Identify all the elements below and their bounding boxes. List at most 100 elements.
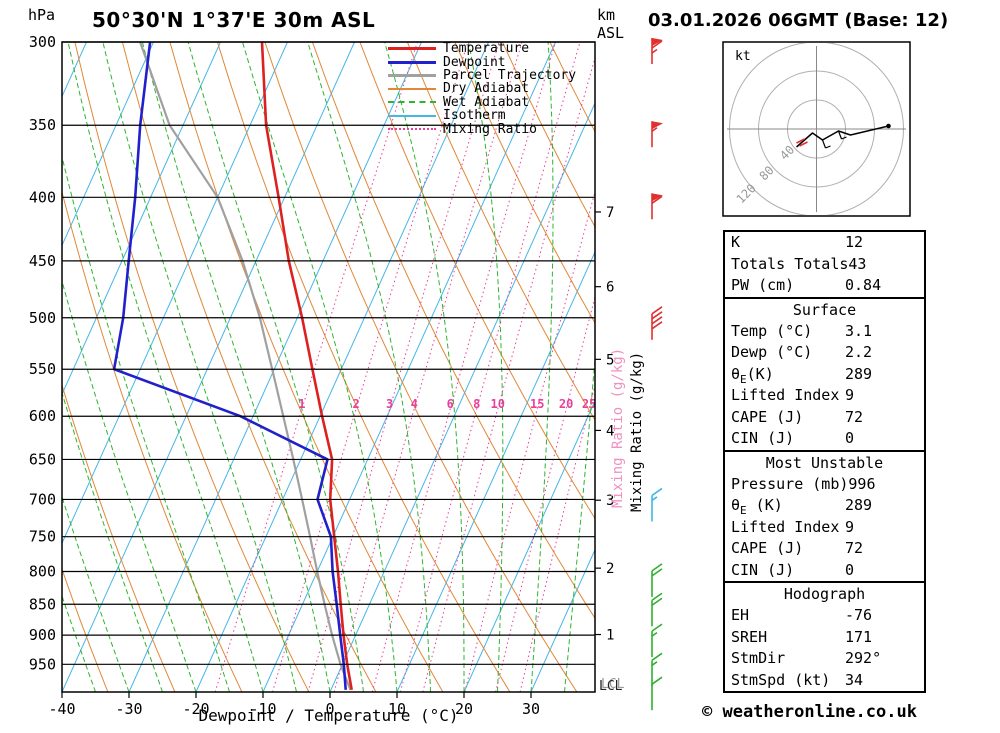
storm-motion-mark — [799, 141, 808, 147]
pressure-grid — [62, 41, 595, 665]
wind-barb — [651, 652, 663, 687]
wind-barb-pennant — [652, 38, 663, 46]
wind-barb-feather — [651, 311, 663, 320]
legend-entry: Isotherm — [388, 109, 576, 122]
km-tick-label: 4 — [606, 423, 614, 439]
temp-tick-label: 30 — [522, 700, 540, 718]
hodograph-trace-barb — [821, 139, 827, 149]
pressure-tick-label: 600 — [29, 407, 56, 425]
mixing-ratio-value-labels: 1 2 3 4 6 8 10 15 20 25 — [298, 397, 596, 411]
table-row-label: Totals Totals — [731, 254, 849, 273]
pressure-tick-label: 950 — [29, 655, 56, 673]
legend-line-sample — [388, 114, 436, 117]
table-row-value: -76 — [845, 606, 873, 624]
hodograph-trace — [796, 125, 889, 148]
legend-label: Isotherm — [443, 108, 506, 124]
pressure-tick-label: 400 — [29, 188, 56, 206]
table-row-label: CAPE (J) — [731, 407, 804, 426]
pressure-tick-labels: 300 350 400 450 500 550 600 650 700 750 800 850 900 9… — [29, 33, 56, 673]
mixing-ratio-value: 8 — [473, 397, 480, 411]
table-row-value: 289 — [845, 364, 873, 383]
temp-tick-label: 10 — [388, 700, 406, 718]
temp-tick-label: -30 — [115, 700, 142, 718]
table-row: Temp (°C) 3.1 — [725, 321, 924, 343]
temp-tick-label: -20 — [182, 700, 209, 718]
km-tick-label: 3 — [606, 493, 614, 509]
table-row: EH -76 — [725, 605, 924, 627]
mixing-ratio-line — [399, 42, 581, 692]
wet-adiabat-line — [307, 42, 431, 692]
wind-barb-feather — [651, 40, 663, 49]
dry-adiabat-line — [454, 42, 595, 325]
valid-datetime-title: 03.01.2026 06GMT (Base: 12) — [648, 10, 949, 31]
pressure-tick-label: 450 — [29, 252, 56, 270]
isotherm-line — [62, 42, 288, 545]
km-tick-label: 6 — [606, 280, 614, 296]
legend-entry: Dry Adiabat — [388, 82, 576, 95]
table-row: K 12 — [725, 232, 924, 254]
table-row-label: Dewp (°C) — [731, 343, 813, 361]
km-tick-labels: 1 2 3 4 5 6 7 — [595, 205, 614, 644]
table-row-value: 34 — [845, 670, 864, 689]
wind-barb — [651, 193, 663, 220]
hodograph-trace-barb — [825, 145, 831, 149]
table-row: θE (K) 289 — [725, 495, 924, 517]
table-row-label: CIN (J) — [731, 429, 795, 447]
table-row-label: CAPE (J) — [731, 539, 804, 557]
table-row-label: StmSpd (kt) — [731, 670, 831, 689]
mixing-ratio-value: 1 — [298, 397, 305, 411]
mixing-ratio-value: 15 — [530, 397, 544, 411]
hodograph-trace-end-dot — [886, 123, 891, 129]
legend-label: Temperature — [443, 41, 530, 57]
wind-barb — [651, 623, 663, 658]
pressure-tick-label: 700 — [29, 490, 56, 508]
copyright-watermark: © weatheronline.co.uk — [702, 702, 917, 722]
mixing-ratio-line — [333, 42, 523, 692]
pressure-tick-label: 300 — [29, 33, 56, 51]
table-section-header: Hodograph — [783, 585, 866, 603]
table-row-value: 2.2 — [845, 343, 873, 361]
table-row-value: 9 — [845, 386, 855, 404]
lcl-label-shadow: LCL — [601, 677, 625, 692]
km-tick-label: 1 — [606, 628, 614, 644]
hodograph-trace-barb — [841, 136, 847, 140]
table-section: Most Unstable Pressure (mb) 996 θE (K) 289 Li… — [725, 449, 924, 582]
pressure-tick-label: 850 — [29, 595, 56, 613]
temp-tick-label: 20 — [455, 700, 473, 718]
table-row: Dewp (°C) 2.2 — [725, 342, 924, 364]
isotherm-line — [195, 42, 489, 692]
wind-barb — [651, 592, 663, 627]
pressure-tick-label: 650 — [29, 450, 56, 468]
mixing-ratio-line — [272, 42, 469, 692]
pressure-tick-label: 800 — [29, 563, 56, 581]
wet-adiabat-line — [67, 42, 264, 692]
table-row-value: 171 — [845, 627, 873, 646]
legend-label: Wet Adiabat — [443, 94, 530, 110]
table-row-value: 72 — [845, 407, 864, 426]
table-row: StmDir 292° — [725, 648, 924, 670]
mixing-ratio-value: 3 — [386, 397, 393, 411]
km-tick-label: 5 — [606, 352, 614, 368]
altitude-axis-unit-asl: ASL — [597, 24, 625, 42]
wind-barb-feather — [651, 563, 663, 572]
storm-motion-mark — [796, 138, 805, 144]
table-section: K 12 Totals Totals 43 PW (cm) 0.84 — [725, 232, 924, 297]
isotherm-line — [62, 42, 355, 692]
legend-entry: Wet Adiabat — [388, 96, 576, 109]
table-row-label: θE (K) — [731, 496, 783, 517]
wet-adiabat-line — [384, 42, 465, 692]
pressure-tick-label: 900 — [29, 626, 56, 644]
lcl-label: LCL — [599, 679, 623, 694]
station-title: 50°30'N 1°37'E 30m ASL — [92, 8, 376, 32]
table-row-value: 12 — [845, 233, 864, 251]
table-row-value: 0.84 — [845, 276, 882, 294]
isotherm-line — [530, 548, 595, 692]
pressure-tick-label: 500 — [29, 309, 56, 327]
dry-adiabat-line — [62, 567, 109, 692]
wind-barb-feather — [651, 652, 663, 661]
dry-adiabat-line — [311, 42, 595, 620]
isotherm-line — [62, 42, 154, 247]
